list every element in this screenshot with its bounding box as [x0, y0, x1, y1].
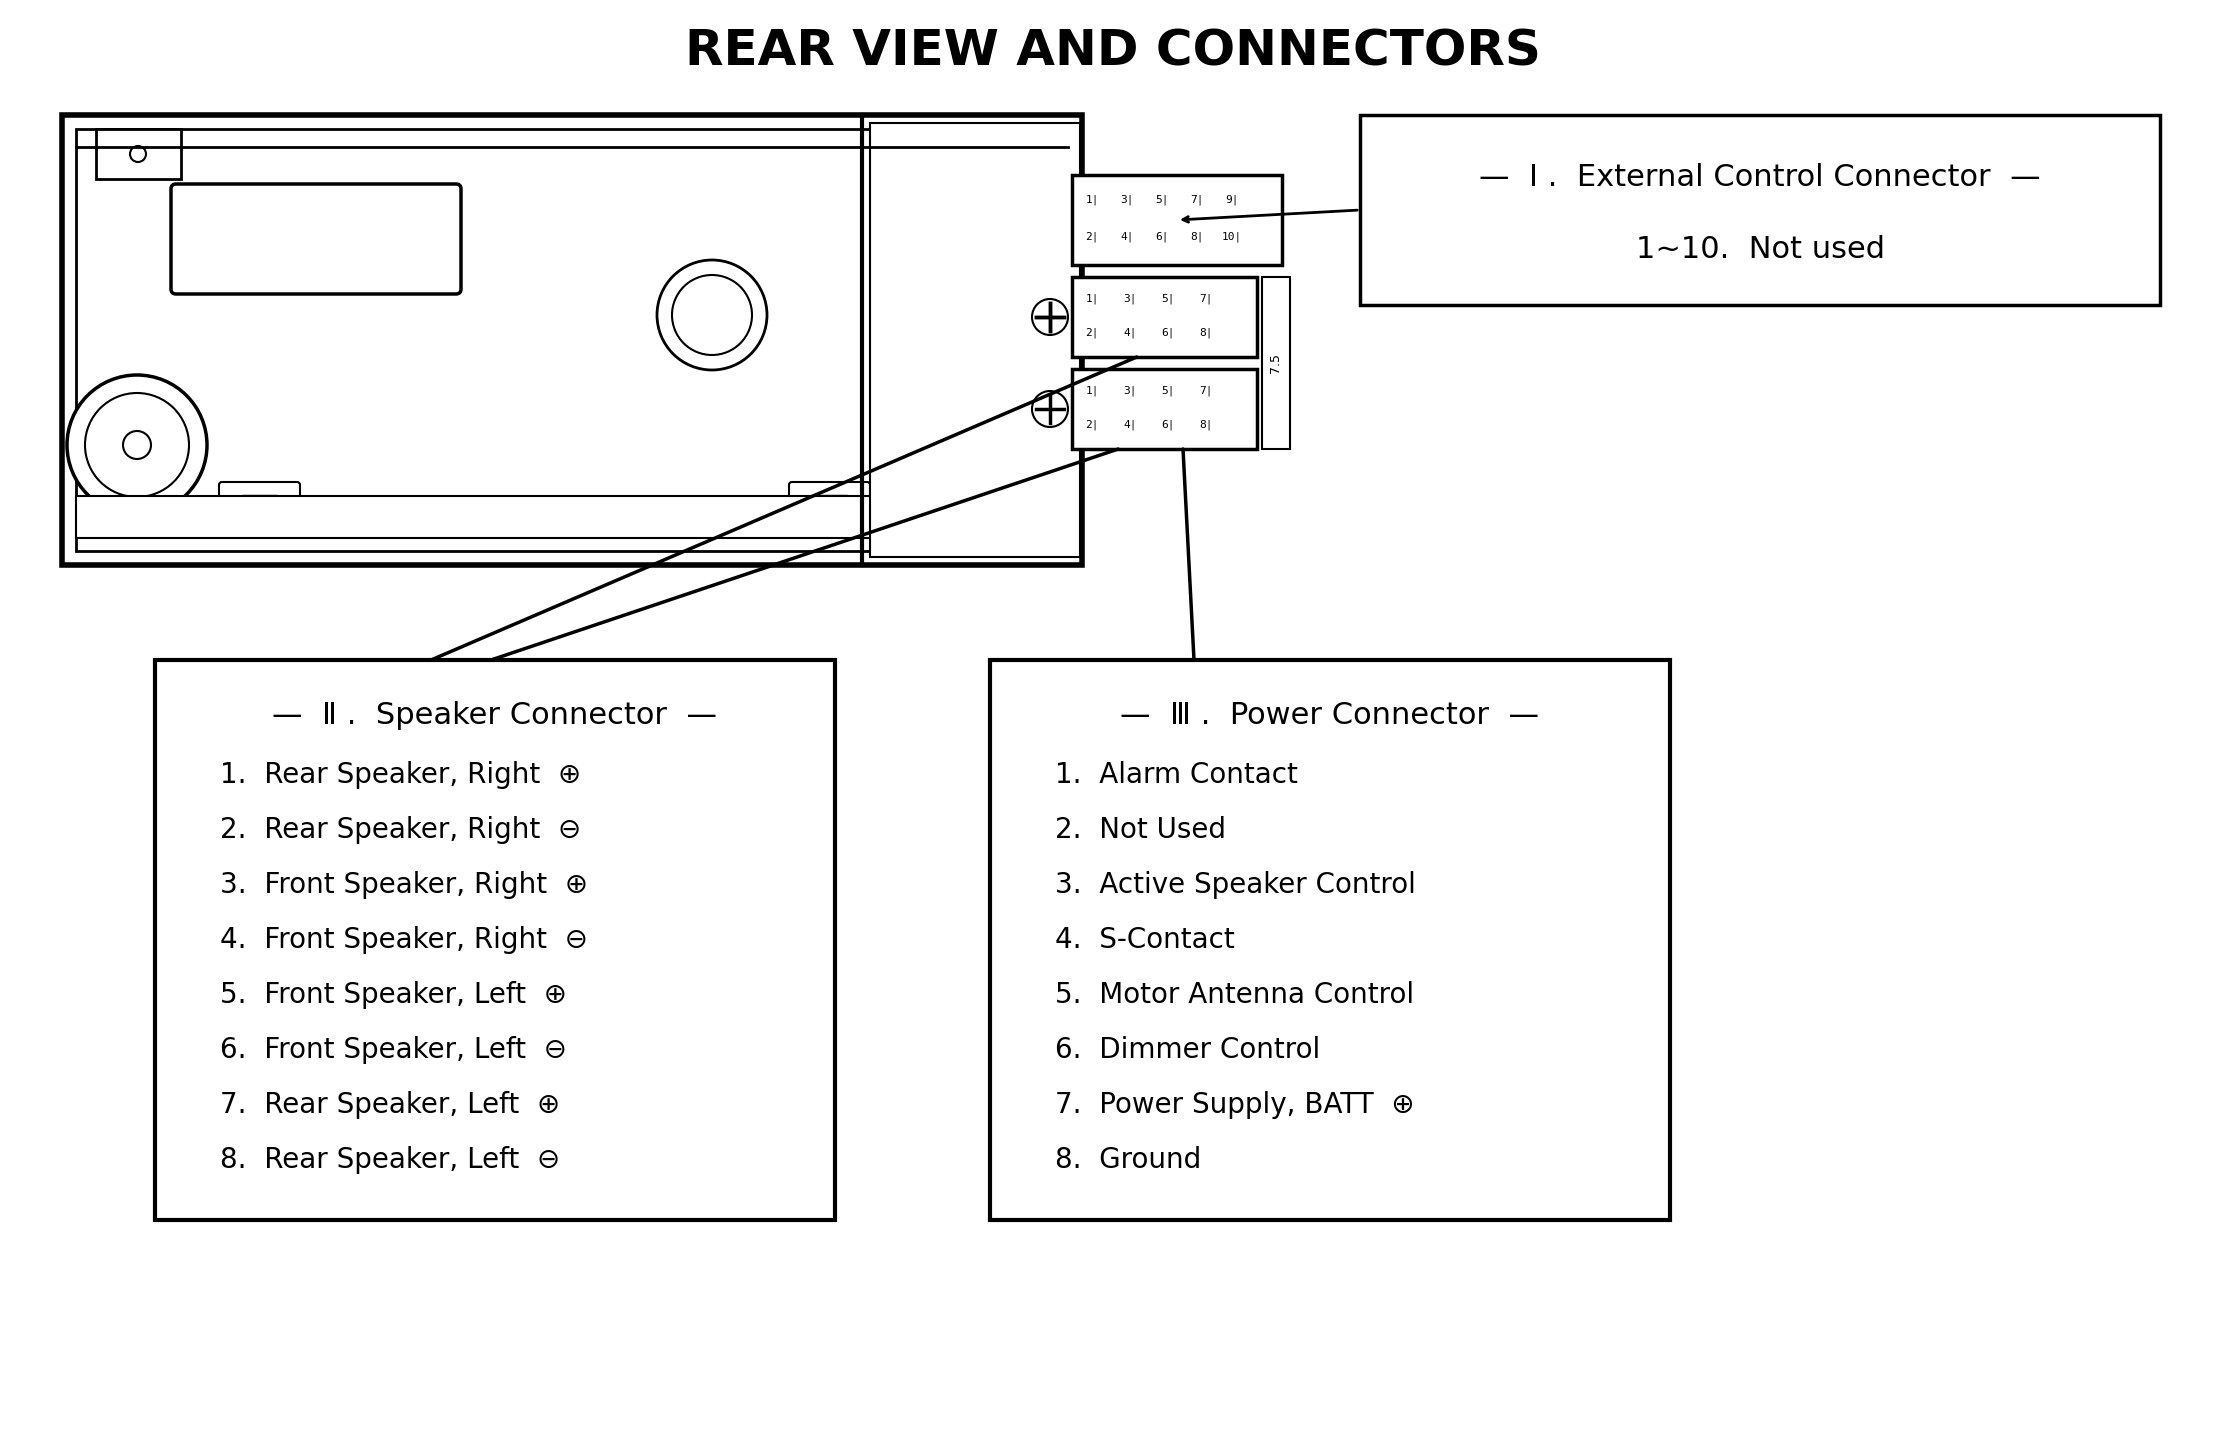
Text: 8|: 8| — [1191, 232, 1204, 242]
Bar — [76, 496, 1068, 538]
Text: 6|: 6| — [1162, 420, 1175, 430]
Text: 1|: 1| — [1086, 294, 1100, 304]
Bar — [1262, 276, 1291, 449]
Bar — [964, 129, 1048, 179]
Text: 4|: 4| — [1120, 232, 1133, 242]
Circle shape — [657, 260, 768, 370]
Bar — [1073, 276, 1258, 357]
Text: 2.  Rear Speaker, Right  ⊖: 2. Rear Speaker, Right ⊖ — [220, 816, 581, 844]
Text: —  I .  External Control Connector  —: — I . External Control Connector — — [1480, 162, 2041, 191]
Text: 5|: 5| — [1162, 386, 1175, 396]
Text: 4|: 4| — [1124, 328, 1137, 339]
Text: 4.  Front Speaker, Right  ⊖: 4. Front Speaker, Right ⊖ — [220, 926, 588, 954]
Text: 7|: 7| — [1200, 294, 1213, 304]
FancyBboxPatch shape — [218, 482, 301, 522]
Text: 8|: 8| — [1200, 420, 1213, 430]
Text: 6.  Dimmer Control: 6. Dimmer Control — [1055, 1036, 1320, 1064]
FancyBboxPatch shape — [788, 482, 870, 522]
Text: 1~10.  Not used: 1~10. Not used — [1636, 236, 1885, 265]
Text: 4|: 4| — [1124, 420, 1137, 430]
Text: 6.  Front Speaker, Left  ⊖: 6. Front Speaker, Left ⊖ — [220, 1036, 568, 1064]
Text: 8.  Ground: 8. Ground — [1055, 1146, 1202, 1174]
Bar — [96, 129, 180, 179]
Text: —  Ⅲ .  Power Connector  —: — Ⅲ . Power Connector — — [1120, 700, 1540, 729]
Bar — [1360, 114, 2159, 305]
Text: 5|: 5| — [1155, 195, 1169, 205]
Text: 9|: 9| — [1224, 195, 1238, 205]
Text: 2.  Not Used: 2. Not Used — [1055, 816, 1227, 844]
Text: 3.  Front Speaker, Right  ⊕: 3. Front Speaker, Right ⊕ — [220, 871, 588, 899]
Text: 8|: 8| — [1200, 328, 1213, 339]
Bar — [1073, 175, 1282, 265]
Text: 7|: 7| — [1191, 195, 1204, 205]
Text: 1.  Rear Speaker, Right  ⊕: 1. Rear Speaker, Right ⊕ — [220, 761, 581, 789]
Bar — [62, 114, 1082, 564]
Text: 1|: 1| — [1086, 195, 1100, 205]
Text: 6|: 6| — [1162, 328, 1175, 339]
Circle shape — [67, 375, 207, 515]
Text: 8.  Rear Speaker, Left  ⊖: 8. Rear Speaker, Left ⊖ — [220, 1146, 561, 1174]
Text: 5|: 5| — [1162, 294, 1175, 304]
Bar — [812, 495, 848, 509]
Text: 10|: 10| — [1222, 232, 1242, 242]
Circle shape — [122, 431, 151, 459]
Text: 2|: 2| — [1086, 420, 1100, 430]
Text: REAR VIEW AND CONNECTORS: REAR VIEW AND CONNECTORS — [686, 27, 1540, 77]
Circle shape — [997, 146, 1013, 162]
Text: 5.  Motor Antenna Control: 5. Motor Antenna Control — [1055, 981, 1414, 1009]
Text: 3|: 3| — [1124, 294, 1137, 304]
Text: 7.  Rear Speaker, Left  ⊕: 7. Rear Speaker, Left ⊕ — [220, 1091, 561, 1119]
Text: 3.  Active Speaker Control: 3. Active Speaker Control — [1055, 871, 1416, 899]
Text: 5.  Front Speaker, Left  ⊕: 5. Front Speaker, Left ⊕ — [220, 981, 568, 1009]
Bar — [870, 123, 1080, 557]
Bar — [1073, 369, 1258, 449]
Text: 6|: 6| — [1155, 232, 1169, 242]
Text: 7.5: 7.5 — [1269, 353, 1282, 373]
Circle shape — [85, 394, 189, 496]
Circle shape — [672, 275, 752, 355]
Circle shape — [1033, 300, 1068, 336]
Text: 3|: 3| — [1120, 195, 1133, 205]
FancyBboxPatch shape — [171, 184, 461, 294]
Text: 3|: 3| — [1124, 386, 1137, 396]
Bar — [156, 660, 835, 1220]
Bar — [243, 495, 276, 509]
Text: —  Ⅱ .  Speaker Connector  —: — Ⅱ . Speaker Connector — — [272, 700, 717, 729]
Text: 1|: 1| — [1086, 386, 1100, 396]
Bar — [76, 129, 1068, 551]
Circle shape — [129, 146, 147, 162]
Text: 4.  S-Contact: 4. S-Contact — [1055, 926, 1235, 954]
Text: 2|: 2| — [1086, 232, 1100, 242]
Circle shape — [1033, 391, 1068, 427]
Text: 7.  Power Supply, BATT  ⊕: 7. Power Supply, BATT ⊕ — [1055, 1091, 1416, 1119]
Text: 1.  Alarm Contact: 1. Alarm Contact — [1055, 761, 1298, 789]
Text: 2|: 2| — [1086, 328, 1100, 339]
Text: 7|: 7| — [1200, 386, 1213, 396]
Bar — [991, 660, 1670, 1220]
